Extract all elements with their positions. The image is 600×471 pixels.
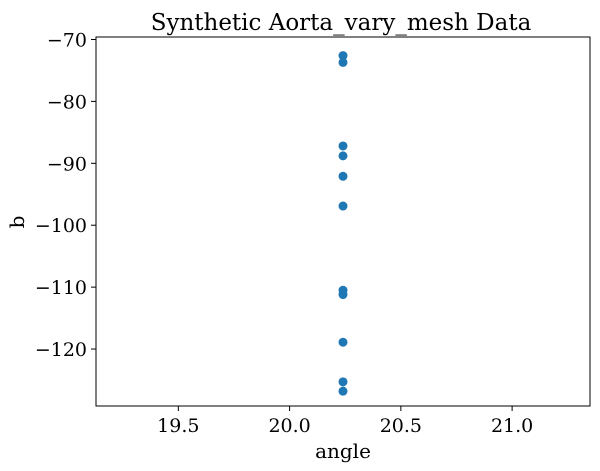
y-tick-label: −110 (35, 277, 87, 299)
plot-layer (338, 51, 348, 396)
axes-layer: 19.5 20.0 20.5 21.0 −120 −110 −100 −90 −80 −70 (35, 29, 591, 437)
scatter-point (338, 151, 348, 161)
axes-frame (95, 36, 591, 407)
chart-title: Synthetic Aorta_vary_mesh Data (151, 10, 532, 36)
scatter-point (338, 201, 348, 211)
x-axis-label: angle (315, 439, 371, 463)
y-tick-label: −80 (47, 91, 87, 113)
scatter-point (338, 57, 348, 67)
scatter-point (338, 386, 348, 396)
scatter-point (338, 141, 348, 151)
y-tick-label: −120 (35, 339, 87, 361)
scatter-point (338, 377, 348, 387)
y-tick-label: −100 (35, 215, 87, 237)
x-tick-label: 20.0 (268, 415, 310, 437)
y-tick-label: −70 (47, 29, 87, 51)
scatter-point (338, 337, 348, 347)
x-tick-label: 19.5 (157, 415, 199, 437)
x-tick-label: 21.0 (491, 415, 533, 437)
y-axis-label: b (5, 216, 29, 229)
scatter-point (338, 290, 348, 300)
scatter-point (338, 171, 348, 181)
y-tick-label: −90 (47, 153, 87, 175)
scatter-point (338, 51, 348, 61)
x-tick-label: 20.5 (380, 415, 422, 437)
